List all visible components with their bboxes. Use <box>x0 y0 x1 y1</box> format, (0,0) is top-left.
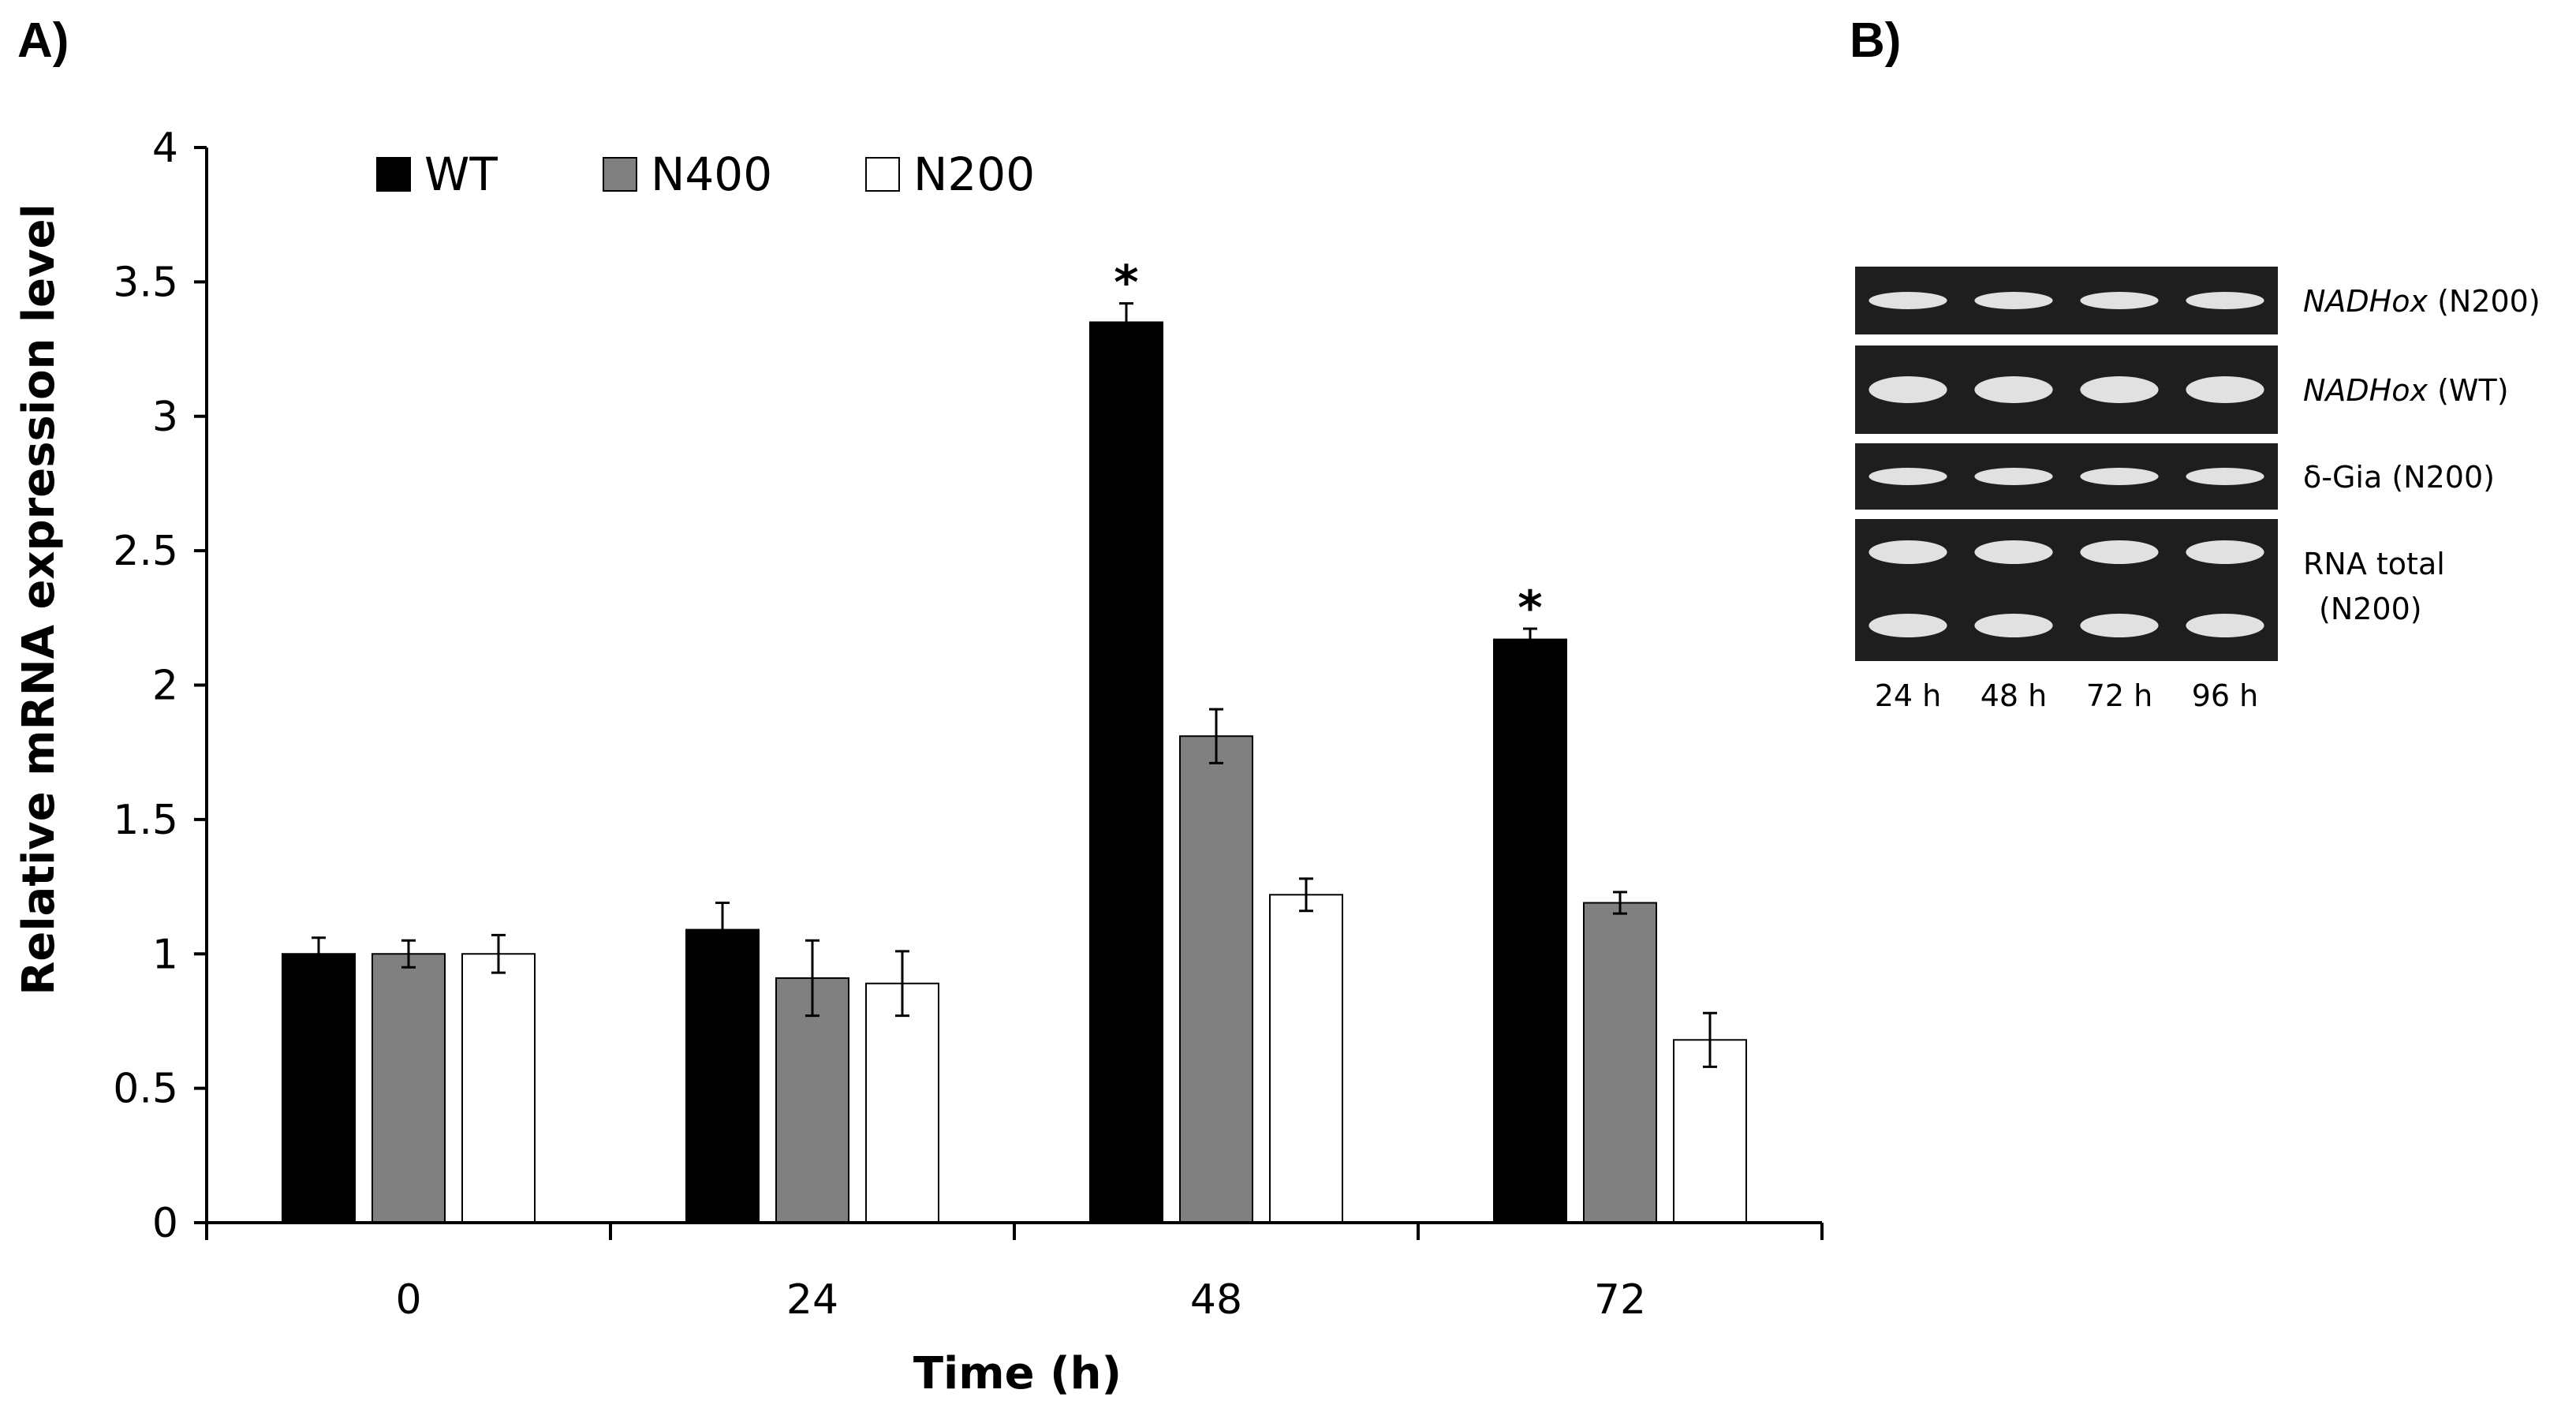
bar-n400-24 <box>775 977 849 1223</box>
legend-swatch-wt <box>376 157 411 192</box>
gel-band <box>1869 292 1947 309</box>
bar-n200-72 <box>1673 1039 1747 1224</box>
error-bar <box>1703 1011 1717 1068</box>
gel-row-label: RNA total <box>2303 547 2445 581</box>
bars <box>282 321 1747 1224</box>
y-axis-ticks: 0 0.5 1 1.5 2 2.5 3 3.5 4 <box>113 125 207 1247</box>
error-bar <box>1613 891 1627 915</box>
gel-band <box>2080 468 2159 485</box>
gel-band <box>2080 292 2159 309</box>
gel-band <box>2080 376 2159 403</box>
gel-row-label: NADHox (WT) <box>2303 373 2509 408</box>
x-axis-title: Time (h) <box>913 1348 1122 1399</box>
gel-band <box>1869 376 1947 403</box>
gel-band <box>2186 614 2264 637</box>
legend-swatch-n200 <box>865 157 900 192</box>
x-tick-label: 48 <box>1190 1276 1242 1324</box>
bar-n200-0 <box>461 953 536 1223</box>
y-axis-title: Relative mRNA expression level <box>13 204 65 995</box>
bar-chart: 00.511.522.533.54 0 24 48 72 ** Relative mR… <box>13 125 1824 1399</box>
error-bar <box>312 936 326 972</box>
x-tick-label: 0 <box>395 1276 421 1324</box>
error-bar <box>895 950 909 1018</box>
panel-label-a: A) <box>17 13 69 68</box>
gel-row <box>1855 267 2278 334</box>
y-tick-label: 2 <box>152 663 178 710</box>
bar-wt-0 <box>282 953 356 1223</box>
gel-band <box>1974 540 2053 564</box>
x-axis-ticks: 0 24 48 72 <box>205 1223 1824 1324</box>
gel-row-label-sub: (N200) <box>2319 592 2422 626</box>
y-tick-label: 4 <box>152 125 178 172</box>
bar-n200-48 <box>1269 894 1343 1224</box>
gel-lane-label: 72 h <box>2086 678 2153 713</box>
gel-band <box>2186 468 2264 485</box>
gel-band <box>1869 468 1947 485</box>
gel-band <box>2186 376 2264 403</box>
legend-label-wt: WT <box>424 148 498 201</box>
y-tick-label: 3 <box>152 394 178 441</box>
error-bar <box>401 939 416 969</box>
legend-swatch-n400 <box>603 157 637 192</box>
legend: WT N400 N200 <box>376 148 1035 201</box>
significance-star: * <box>1114 256 1138 311</box>
y-tick-label: 0 <box>152 1200 178 1247</box>
gel-band <box>1869 540 1947 564</box>
bar-n200-24 <box>865 982 939 1224</box>
error-bar <box>1209 708 1223 764</box>
y-tick-label: 1.5 <box>113 797 178 844</box>
y-tick-label: 2.5 <box>113 528 178 575</box>
gel-band <box>2080 614 2159 637</box>
y-tick-label: 0.5 <box>113 1066 178 1113</box>
gel-row-label: NADHox (N200) <box>2303 284 2541 319</box>
gel-band <box>1869 614 1947 637</box>
gel-row-label: δ-Gia (N200) <box>2303 460 2495 495</box>
bar-n400-48 <box>1179 735 1253 1223</box>
gel-row <box>1855 443 2278 510</box>
gel-band <box>1974 614 2053 637</box>
gel-band <box>2186 540 2264 564</box>
gel-lane-label: 48 h <box>1981 678 2048 713</box>
error-bar <box>1299 877 1313 913</box>
error-bar <box>1119 302 1133 342</box>
error-bar <box>491 933 506 974</box>
error-bar <box>1523 627 1537 652</box>
gel-band <box>1974 292 2053 309</box>
x-tick-label: 72 <box>1594 1276 1646 1324</box>
bar-n400-72 <box>1583 902 1657 1223</box>
gel-band <box>2186 292 2264 309</box>
gel-panel: NADHox (N200) NADHox (WT) δ-Gia (N200) RNA … <box>1855 267 2541 713</box>
y-tick-label: 3.5 <box>113 259 178 306</box>
error-bars: ** <box>312 256 1717 1068</box>
gel-lane-label: 24 h <box>1875 678 1942 713</box>
error-bar <box>805 939 819 1018</box>
legend-label-n400: N400 <box>651 148 772 201</box>
gel-row <box>1855 519 2278 661</box>
panel-label-b: B) <box>1850 13 1901 68</box>
bar-wt-72 <box>1493 638 1567 1223</box>
legend-label-n200: N200 <box>913 148 1035 201</box>
error-bar <box>715 902 730 958</box>
bar-wt-48 <box>1089 321 1163 1223</box>
gel-band <box>1974 468 2053 485</box>
gel-row <box>1855 346 2278 434</box>
y-tick-label: 1 <box>152 931 178 978</box>
x-tick-label: 24 <box>786 1276 838 1324</box>
significance-star: * <box>1518 581 1542 636</box>
gel-band <box>2080 540 2159 564</box>
bar-n400-0 <box>371 953 446 1223</box>
bar-wt-24 <box>685 928 760 1224</box>
gel-lane-label: 96 h <box>2192 678 2259 713</box>
gel-band <box>1974 376 2053 403</box>
